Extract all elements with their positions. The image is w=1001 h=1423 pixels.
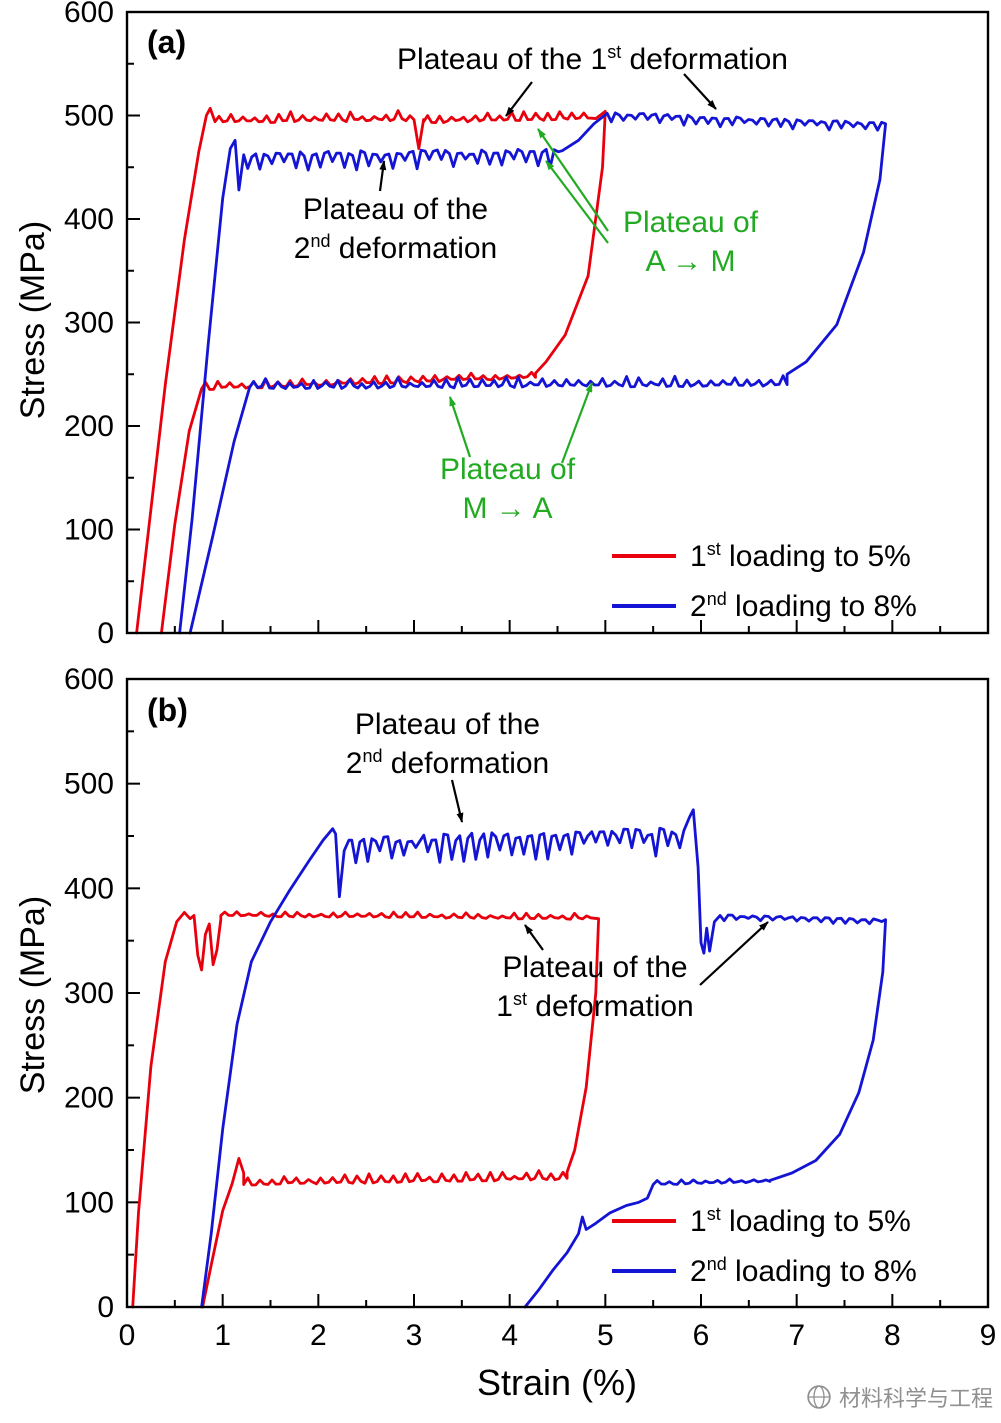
annotation-arrow [505, 81, 533, 117]
annotation-arrow [448, 396, 472, 458]
annotation-line: 2nd deformation [293, 231, 498, 265]
y-tick-label: 600 [64, 663, 114, 696]
series-curve-second-loading-a [178, 111, 887, 635]
annotation-arrow [524, 924, 544, 951]
legend-line-red [612, 554, 676, 558]
annotation-line: M → A [462, 492, 553, 525]
x-tick-label: 3 [406, 1319, 423, 1352]
annotation-plateau-1st-b: Plateau of the 1st deformation [450, 948, 740, 1026]
y-tick-label: 100 [64, 1186, 114, 1219]
x-tick-label: 2 [310, 1319, 327, 1352]
annotation-plateau-am: Plateau of A → M [578, 203, 803, 281]
legend-line-blue [612, 604, 676, 608]
x-tick-label: 7 [788, 1319, 805, 1352]
annotation-line: Plateau of the [502, 951, 688, 984]
legend-label: 2nd loading to 8% [690, 1253, 917, 1288]
y-tick-label: 500 [64, 100, 114, 133]
annotation-plateau-2nd-b: Plateau of the 2nd deformation [305, 705, 590, 783]
annotation-sup: st [607, 42, 622, 62]
globe-logo-icon [807, 1385, 831, 1409]
y-axis-title-a: Stress (MPa) [14, 220, 52, 420]
annotation-arrow [560, 382, 594, 464]
annotation-text: Plateau of the 1 [397, 43, 608, 76]
annotation-line: A → M [645, 245, 736, 278]
series-curve-second-loading-b [200, 808, 887, 1309]
legend-item-first-a: 1st loading to 5% [612, 531, 917, 581]
legend-item-second-a: 2nd loading to 8% [612, 581, 917, 631]
y-tick-label: 200 [64, 410, 114, 443]
y-tick-label: 300 [64, 307, 114, 340]
x-axis-title: Strain (%) [476, 1362, 638, 1403]
annotation-arrow [683, 73, 717, 110]
y-tick-label: 400 [64, 872, 114, 905]
x-tick-label: 5 [597, 1319, 614, 1352]
y-tick-label: 0 [97, 1291, 114, 1324]
legend-line-blue [612, 1269, 676, 1273]
x-tick-label: 4 [501, 1319, 518, 1352]
x-tick-label: 6 [693, 1319, 710, 1352]
panel-label-b: (b) [147, 692, 188, 728]
x-tick-label: 8 [884, 1319, 901, 1352]
y-axis-title-b: Stress (MPa) [14, 895, 52, 1095]
legend-label: 2nd loading to 8% [690, 588, 917, 623]
plot-frame-b [125, 677, 990, 1309]
annotation-line: 2nd deformation [345, 746, 550, 780]
x-tick-label: 0 [119, 1319, 136, 1352]
annotation-plateau-1st-a: Plateau of the 1st deformation [320, 40, 865, 79]
annotation-arrow [545, 160, 609, 244]
y-tick-label: 400 [64, 203, 114, 236]
legend-a: 1st loading to 5% 2nd loading to 8% [612, 531, 917, 631]
annotation-arrow [699, 921, 769, 986]
y-tick-label: 300 [64, 977, 114, 1010]
y-tick-label: 200 [64, 1082, 114, 1115]
annotation-arrow [450, 779, 464, 823]
plot-frame-a [125, 10, 990, 635]
legend-line-red [612, 1219, 676, 1223]
legend-label: 1st loading to 5% [690, 538, 911, 573]
annotation-plateau-2nd-a: Plateau of the 2nd deformation [248, 190, 543, 268]
annotation-line: 1st deformation [496, 989, 694, 1023]
legend-item-second-b: 2nd loading to 8% [612, 1246, 917, 1296]
watermark: 材料科学与工程 [806, 1381, 993, 1413]
annotation-line: Plateau of the [302, 193, 489, 226]
watermark-text: 材料科学与工程 [838, 1386, 993, 1411]
annotation-line: Plateau of the [354, 708, 541, 741]
series-curve-first-loading-b [131, 910, 600, 1309]
x-tick-label: 1 [214, 1319, 231, 1352]
legend-item-first-b: 1st loading to 5% [612, 1196, 917, 1246]
y-tick-label: 500 [64, 768, 114, 801]
annotation-arrow [537, 128, 609, 232]
x-tick-label: 9 [980, 1319, 997, 1352]
annotation-text: deformation [621, 43, 788, 76]
y-tick-label: 100 [64, 514, 114, 547]
annotation-plateau-ma: Plateau of M → A [395, 450, 620, 528]
y-tick-label: 0 [97, 617, 114, 650]
panel-label-a: (a) [147, 24, 187, 60]
legend-label: 1st loading to 5% [690, 1203, 911, 1238]
legend-b: 1st loading to 5% 2nd loading to 8% [612, 1196, 917, 1296]
y-tick-label: 600 [64, 0, 114, 29]
annotation-line: Plateau of [622, 206, 759, 239]
annotation-arrow [378, 160, 387, 192]
annotation-line: Plateau of [439, 453, 576, 486]
